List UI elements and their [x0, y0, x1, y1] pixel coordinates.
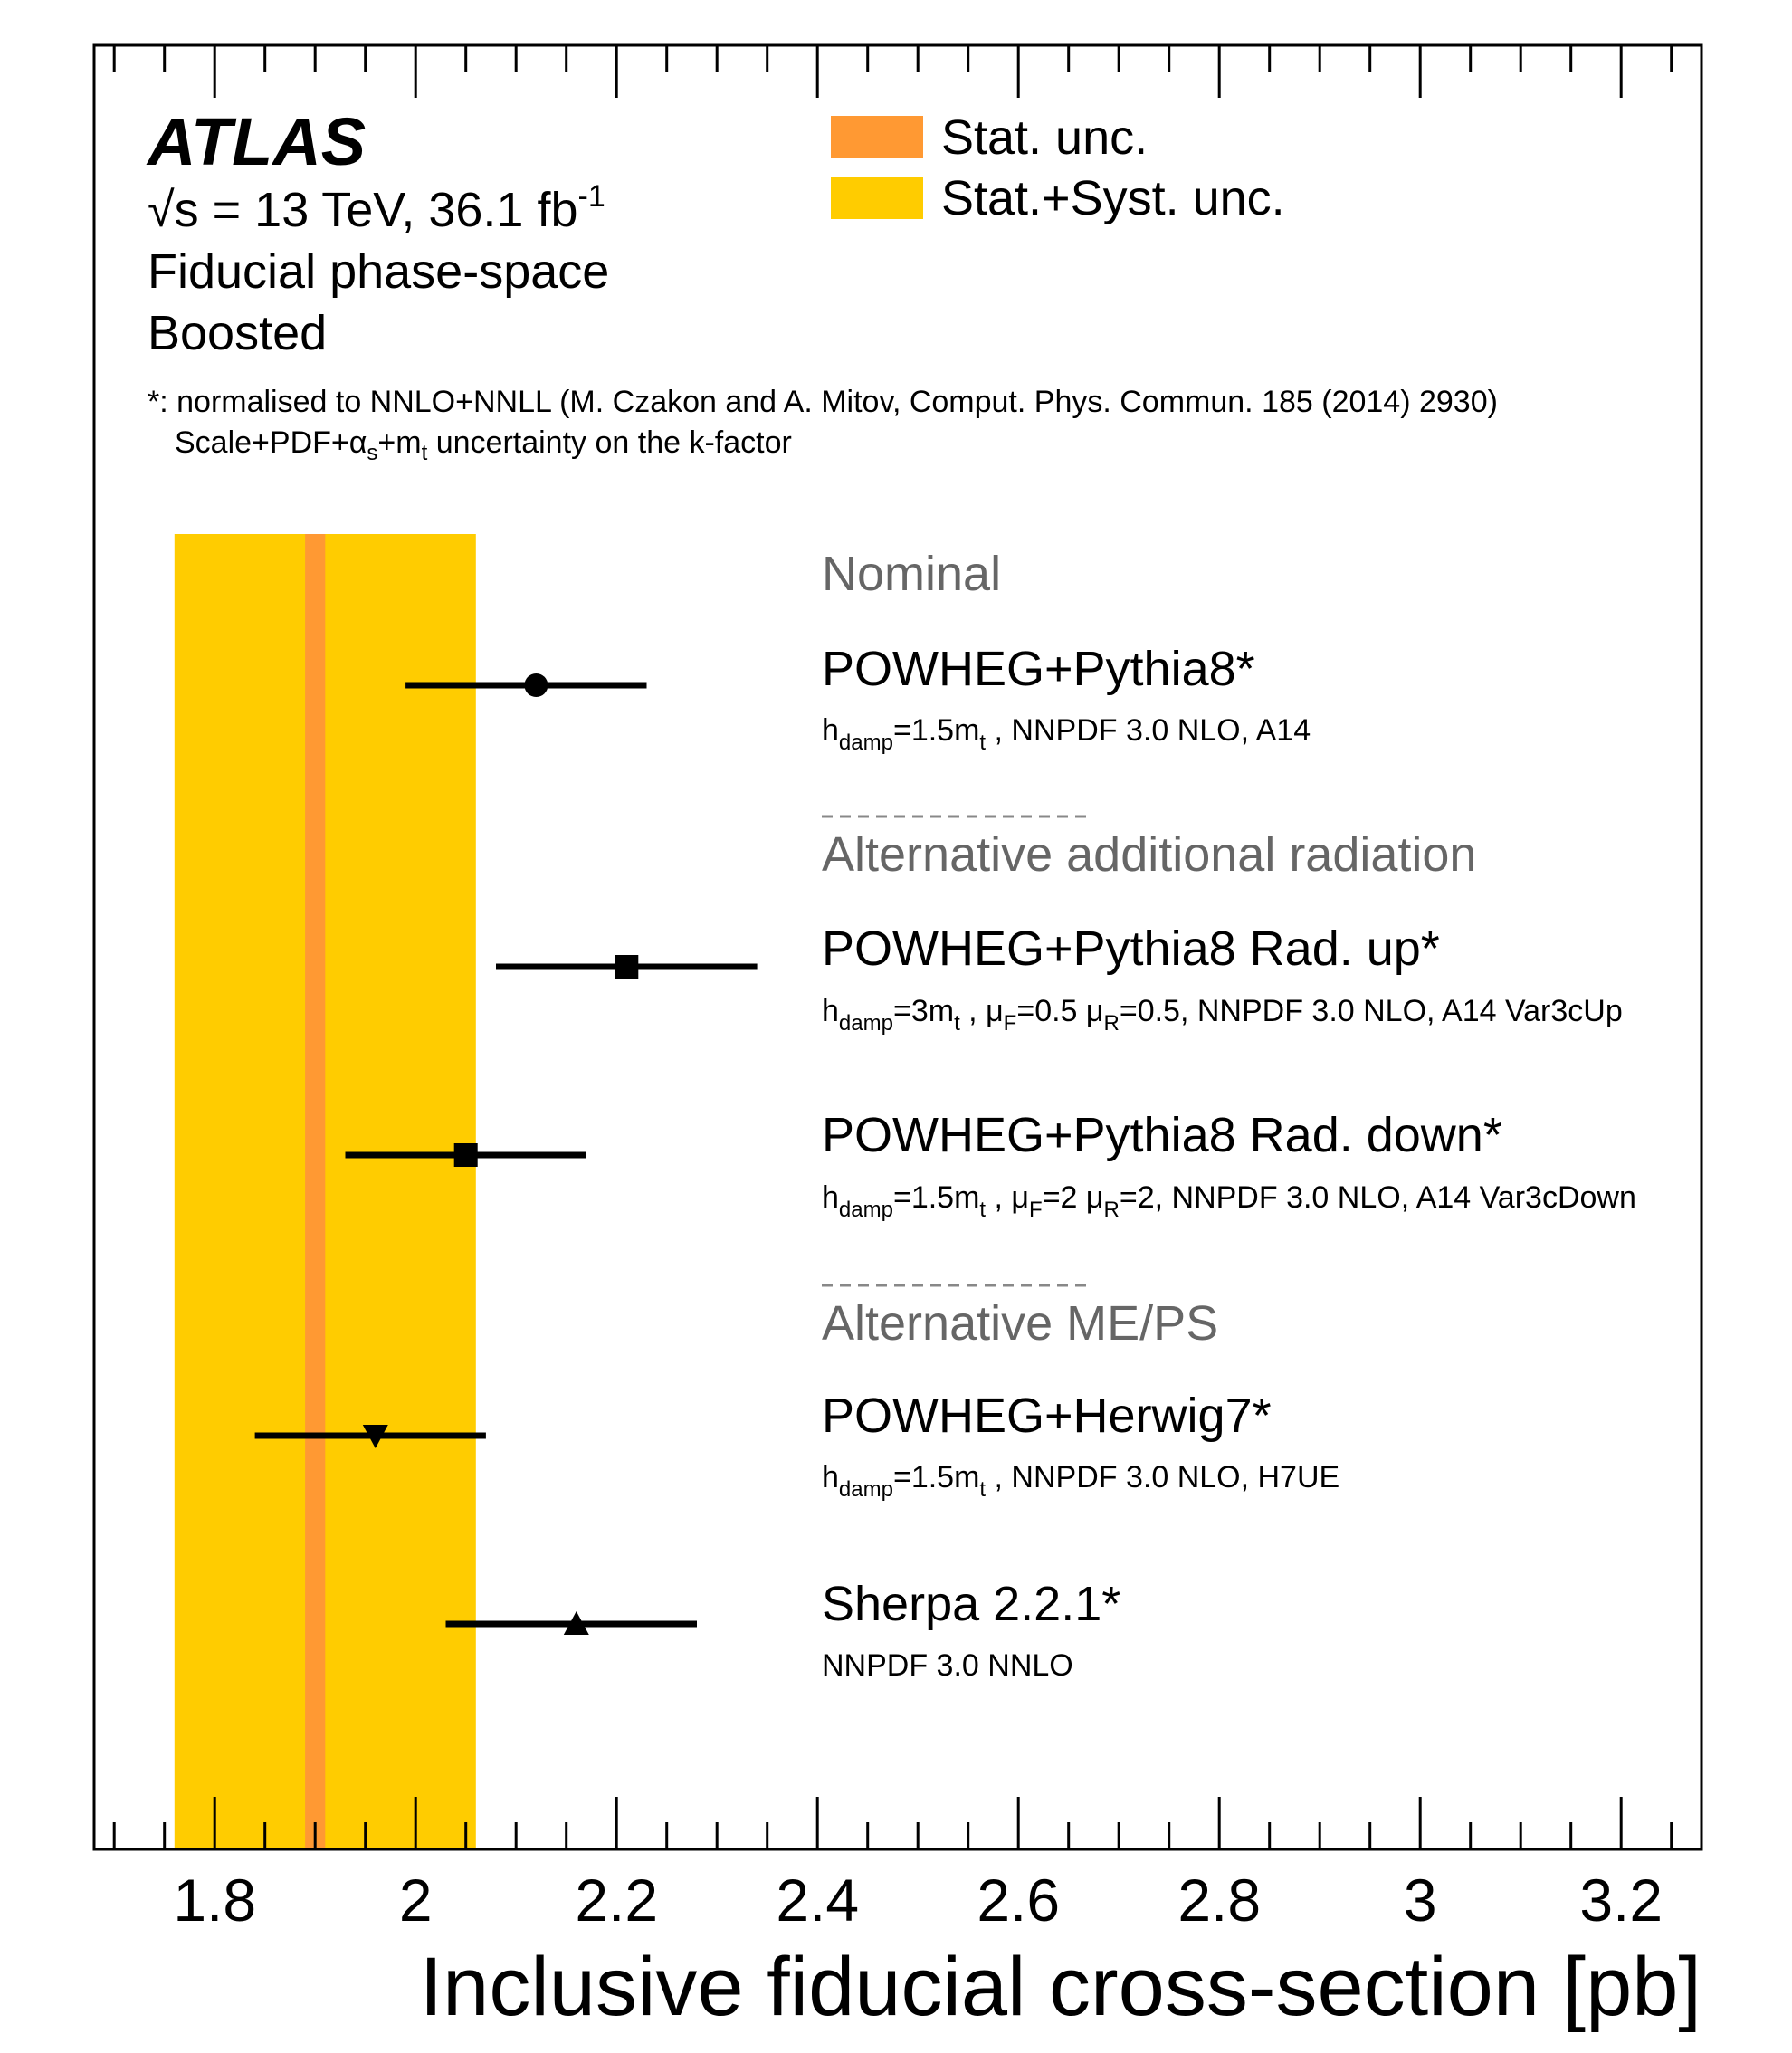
x-tick-label: 2.8	[1177, 1867, 1261, 1934]
k-factor-note: Scale+PDF+αs+mt uncertainty on the k-fac…	[175, 425, 792, 465]
data-point-marker	[615, 955, 639, 979]
legend-swatch-stat	[831, 116, 923, 158]
entry-label: POWHEG+Pythia8 Rad. up*	[822, 921, 1440, 976]
group-heading-nominal: Nominal	[822, 547, 1001, 601]
x-axis-ticks	[112, 45, 1673, 1849]
prediction-points	[254, 673, 758, 1635]
legend-label-stat: Stat. unc.	[941, 110, 1148, 165]
x-tick-label: 2.6	[977, 1867, 1060, 1934]
entry-detail: hdamp=1.5mt , μF=2 μR=2, NNPDF 3.0 NLO, …	[822, 1180, 1636, 1222]
entry-detail: hdamp=1.5mt , NNPDF 3.0 NLO, H7UE	[822, 1460, 1339, 1502]
data-point-marker	[524, 673, 548, 697]
x-tick-label: 3	[1404, 1867, 1437, 1934]
entry-label: POWHEG+Pythia8 Rad. down*	[822, 1108, 1502, 1162]
data-point-marker	[563, 1611, 589, 1635]
legend-swatch-stat-syst	[831, 177, 923, 219]
legend-label-stat-syst: Stat.+Syst. unc.	[941, 171, 1285, 225]
x-tick-label: 1.8	[173, 1867, 256, 1934]
entry-label: Sherpa 2.2.1*	[822, 1577, 1120, 1631]
group-heading-me-ps: Alternative ME/PS	[822, 1296, 1218, 1351]
stat-uncertainty-band	[305, 534, 326, 1849]
entry-detail: hdamp=1.5mt , NNPDF 3.0 NLO, A14	[822, 713, 1311, 755]
entry-detail: hdamp=3mt , μF=0.5 μR=0.5, NNPDF 3.0 NLO…	[822, 994, 1623, 1036]
energy-lumi-label: √s = 13 TeV, 36.1 fb-1	[148, 179, 605, 237]
x-axis-title: Inclusive fiducial cross-section [pb]	[420, 1941, 1701, 2033]
data-point-marker	[453, 1143, 478, 1167]
x-tick-label: 2.2	[575, 1867, 658, 1934]
x-axis-tick-labels: 1.8 2 2.2 2.4 2.6 2.8 3 3.2	[173, 1867, 1663, 1934]
x-tick-label: 3.2	[1579, 1867, 1663, 1934]
x-tick-label: 2	[399, 1867, 433, 1934]
data-point-marker	[362, 1425, 388, 1448]
phase-space-label: Fiducial phase-space	[148, 244, 609, 299]
entry-label: POWHEG+Pythia8*	[822, 642, 1255, 696]
experiment-label: ATLAS	[146, 104, 366, 179]
x-tick-label: 2.4	[776, 1867, 859, 1934]
entry-detail: NNPDF 3.0 NNLO	[822, 1648, 1073, 1683]
plot-frame	[92, 43, 1703, 1851]
topology-label: Boosted	[148, 306, 327, 360]
group-heading-radiation: Alternative additional radiation	[822, 827, 1476, 882]
normalisation-note: *: normalised to NNLO+NNLL (M. Czakon an…	[148, 385, 1498, 419]
entry-label: POWHEG+Herwig7*	[822, 1389, 1272, 1443]
